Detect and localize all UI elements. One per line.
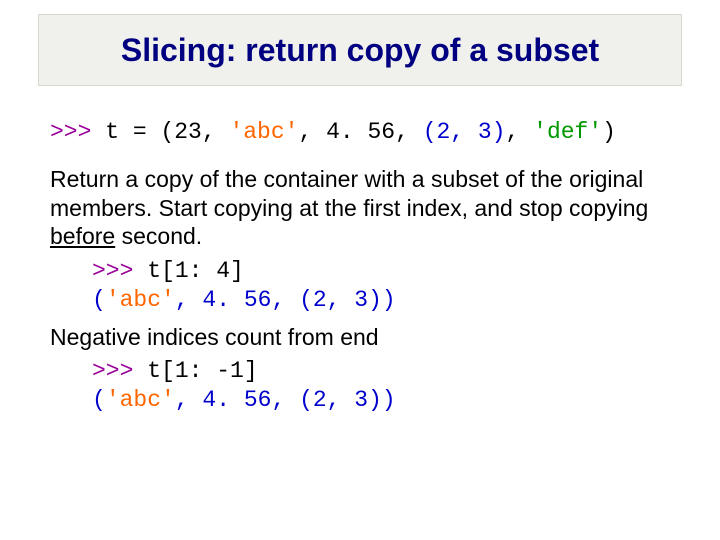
example-2: >>> t[1: -1] ('abc', 4. 56, (2, 3)) — [92, 357, 680, 415]
ex2-tuple: (2, 3) — [299, 387, 382, 413]
example-1: >>> t[1: 4] ('abc', 4. 56, (2, 3)) — [92, 257, 680, 315]
ex1-str: 'abc' — [106, 287, 175, 313]
code-assign: t = (23, — [105, 119, 229, 145]
ex1-line1: >>> t[1: 4] — [92, 257, 680, 286]
paragraph-1: Return a copy of the container with a su… — [50, 165, 680, 251]
ex2-line1: >>> t[1: -1] — [92, 357, 680, 386]
para1-before-word: before — [50, 223, 115, 249]
ex2-mid: , 4. 56, — [175, 387, 299, 413]
para1-text-a: Return a copy of the container with a su… — [50, 166, 648, 221]
ex2-expr: t[1: -1] — [147, 358, 257, 384]
para1-text-b: second. — [115, 223, 202, 249]
title-box: Slicing: return copy of a subset — [38, 14, 682, 86]
code-prompt: >>> — [50, 119, 105, 145]
ex1-mid: , 4. 56, — [175, 287, 299, 313]
ex2-open: ( — [92, 387, 106, 413]
paragraph-2: Negative indices count from end — [50, 323, 680, 352]
top-code-line: >>> t = (23, 'abc', 4. 56, (2, 3), 'def'… — [50, 118, 680, 147]
ex2-line2: ('abc', 4. 56, (2, 3)) — [92, 386, 680, 415]
slide-title: Slicing: return copy of a subset — [121, 32, 599, 69]
code-string-abc: 'abc' — [229, 119, 298, 145]
ex2-str: 'abc' — [106, 387, 175, 413]
code-close-paren: ) — [602, 119, 616, 145]
code-string-def: 'def' — [533, 119, 602, 145]
code-inner-tuple: (2, 3) — [423, 119, 506, 145]
ex1-open: ( — [92, 287, 106, 313]
ex1-line2: ('abc', 4. 56, (2, 3)) — [92, 286, 680, 315]
content-area: >>> t = (23, 'abc', 4. 56, (2, 3), 'def'… — [50, 118, 680, 421]
code-prompt: >>> — [92, 258, 147, 284]
ex1-expr: t[1: 4] — [147, 258, 244, 284]
ex2-close: ) — [382, 387, 396, 413]
slide: Slicing: return copy of a subset >>> t =… — [0, 0, 720, 540]
code-prompt: >>> — [92, 358, 147, 384]
code-sep2: , — [506, 119, 534, 145]
ex1-close: ) — [382, 287, 396, 313]
code-sep1: , 4. 56, — [298, 119, 422, 145]
ex1-tuple: (2, 3) — [299, 287, 382, 313]
